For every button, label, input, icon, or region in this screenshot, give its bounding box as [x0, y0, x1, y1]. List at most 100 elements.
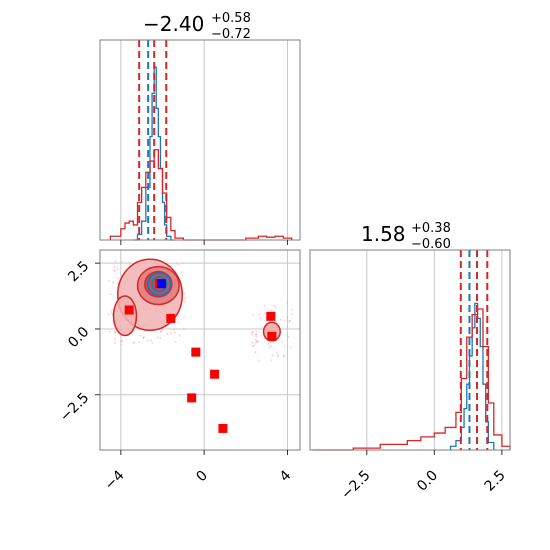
joint-xtick-label-2: 4 — [277, 467, 295, 485]
sample-point — [175, 262, 178, 265]
sample-point — [120, 260, 123, 263]
sample-point — [173, 328, 175, 331]
sample-point — [142, 336, 145, 339]
sample-point — [273, 305, 275, 307]
marker-point-4 — [187, 393, 197, 403]
right-histogram-blue — [449, 302, 495, 450]
sample-point — [283, 344, 286, 347]
sample-point — [276, 353, 279, 356]
sample-point — [144, 330, 146, 333]
sample-point — [254, 341, 257, 344]
marker-point-6 — [266, 311, 276, 321]
joint-panel: −4 0 4 −2.5 0.0 2.5 — [57, 249, 301, 493]
sample-point — [264, 312, 266, 315]
sample-point — [113, 269, 116, 272]
sample-point — [166, 332, 169, 335]
sample-point — [108, 280, 110, 282]
sample-point — [178, 321, 181, 324]
frame-joint — [99, 249, 301, 451]
title-y-minus: −0.60 — [411, 237, 451, 252]
blue-contour-0 — [146, 272, 172, 297]
sample-point — [271, 354, 274, 357]
sample-point — [181, 262, 184, 264]
sample-point — [120, 343, 123, 346]
blue-contour-1 — [151, 275, 168, 293]
sample-point — [255, 340, 258, 343]
sample-point — [251, 314, 254, 316]
sample-point — [287, 335, 290, 338]
marker-point-0 — [124, 305, 134, 315]
sample-point — [156, 336, 159, 339]
marker-point-5 — [218, 423, 228, 433]
sample-point — [255, 330, 258, 333]
marker-point-3 — [210, 369, 220, 379]
sample-point — [183, 316, 185, 319]
sample-point — [150, 339, 153, 342]
title-x-minus: −0.72 — [211, 27, 251, 42]
sample-point — [114, 260, 117, 263]
sample-point — [254, 333, 257, 336]
sample-point — [151, 341, 154, 344]
sample-point — [281, 341, 284, 343]
sample-point — [259, 317, 262, 320]
sample-point — [178, 335, 181, 337]
sample-point — [279, 318, 282, 321]
frame-top — [99, 39, 301, 241]
sample-point — [253, 344, 256, 347]
title-y: 1.58 +0.38 −0.60 — [361, 221, 451, 252]
sample-point — [138, 341, 141, 343]
sample-point — [184, 297, 187, 299]
sample-point — [116, 268, 119, 270]
sample-point — [159, 337, 162, 340]
sample-point — [174, 331, 176, 334]
sample-point — [288, 319, 291, 322]
sample-point — [114, 330, 116, 332]
sample-point — [291, 313, 294, 316]
marker-point-7 — [267, 331, 277, 341]
sample-point — [109, 293, 112, 296]
sample-point — [258, 359, 260, 362]
sample-point — [270, 309, 273, 312]
sample-point — [283, 319, 286, 322]
marker-point-1 — [166, 313, 176, 323]
sample-point — [117, 277, 120, 279]
sample-point — [263, 304, 266, 307]
sample-point — [255, 335, 258, 338]
title-x-value: −2.40 — [143, 12, 204, 36]
sample-point — [283, 354, 285, 357]
title-x-plus: +0.58 — [211, 11, 251, 26]
sample-point — [110, 311, 113, 313]
sample-point — [170, 332, 172, 335]
right-xtick-label-0: −2.5 — [338, 468, 373, 503]
sample-point — [268, 346, 271, 349]
sample-point — [174, 341, 177, 344]
sample-point — [180, 271, 183, 274]
sample-point — [258, 313, 261, 316]
histogram-red — [109, 149, 293, 241]
sample-point — [113, 265, 116, 268]
sample-point — [257, 340, 260, 343]
right-histogram-red — [312, 308, 511, 451]
joint-ytick-label-2: 2.5 — [65, 258, 92, 285]
sample-point — [133, 341, 136, 344]
joint-ytick-label-0: −2.5 — [57, 390, 92, 425]
joint-plot-area — [100, 250, 300, 450]
sample-point — [109, 330, 112, 333]
sample-point — [113, 338, 116, 340]
sample-point — [291, 309, 294, 311]
sample-point — [276, 355, 279, 358]
sample-point — [270, 345, 273, 347]
sample-point — [114, 331, 117, 334]
sample-point — [270, 359, 273, 362]
title-y-value: 1.58 — [361, 222, 406, 246]
sample-point — [113, 342, 116, 344]
sample-point — [139, 334, 142, 337]
joint-ytick-label-1: 0.0 — [65, 324, 92, 351]
sample-point — [183, 300, 186, 303]
sample-point — [251, 341, 254, 344]
sample-point — [112, 281, 115, 284]
sample-point — [254, 351, 257, 354]
marginal-x-panel — [99, 39, 301, 245]
sample-point — [177, 314, 180, 317]
sample-point — [289, 346, 292, 349]
